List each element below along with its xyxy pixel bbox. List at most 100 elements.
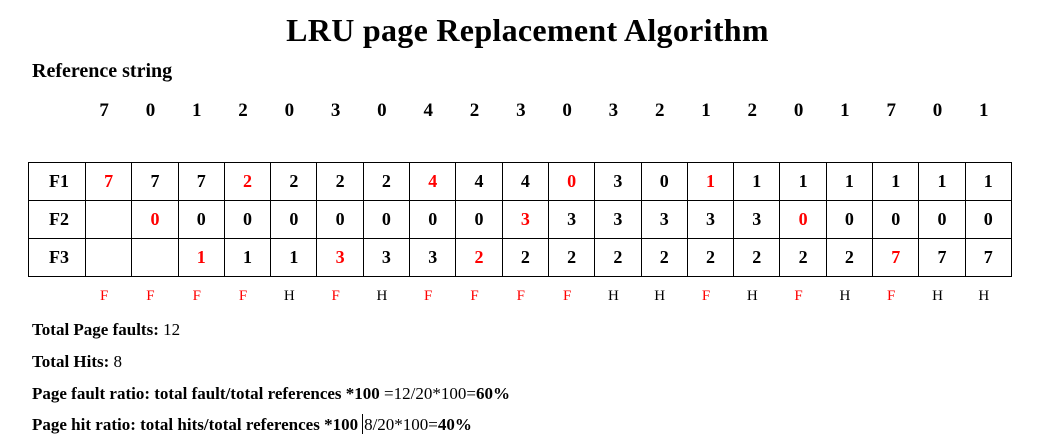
frame-cell: 7 [84, 162, 133, 201]
reference-value: 2 [654, 100, 665, 121]
hit-marker: H [607, 288, 619, 304]
hit-marker: H [283, 288, 295, 304]
reference-value: 0 [284, 100, 295, 121]
frame-cell: 1 [779, 162, 827, 201]
total-faults-value: 12 [163, 320, 181, 339]
reference-value: 2 [469, 100, 480, 121]
text-cursor [362, 414, 364, 434]
hit-marker: H [654, 288, 666, 304]
frame-cell: 0 [177, 200, 225, 239]
reference-value: 3 [330, 100, 341, 121]
frame-cell: 0 [547, 162, 596, 201]
frame-cell: 2 [547, 238, 596, 277]
frame-cell: 3 [640, 200, 688, 239]
reference-value: 1 [701, 100, 711, 121]
reference-value: 7 [886, 100, 896, 121]
reference-value: 1 [191, 100, 202, 121]
fault-marker: F [99, 288, 109, 304]
reference-value: 2 [747, 100, 758, 121]
frame-cell: 3 [362, 238, 411, 277]
frame-cell: 0 [964, 200, 1012, 239]
reference-value: 0 [562, 100, 572, 121]
total-hits-value: 8 [113, 352, 123, 371]
frame-row: F2 0 0 0 0 0 0 0 0 3 3 3 3 3 3 0 0 0 0 0 [28, 200, 1012, 239]
frame-cell: 7 [918, 238, 966, 277]
frame-cell: 0 [918, 200, 966, 239]
frame-cell: 0 [455, 200, 503, 239]
reference-value: 2 [238, 100, 248, 121]
frame-cell: 3 [409, 238, 457, 277]
frame-label: F3 [28, 238, 86, 277]
reference-value: 1 [840, 100, 850, 121]
frame-cell: 2 [640, 238, 688, 277]
hit-marker: H [839, 288, 851, 304]
frame-label: F2 [28, 200, 86, 239]
frame-cell: 0 [409, 200, 457, 239]
hit-ratio-calc: 8/20*100= [364, 415, 438, 434]
frame-cell: 0 [131, 200, 179, 239]
frame-cell: 1 [825, 162, 874, 201]
frame-row: F1 7 7 7 2 2 2 2 4 4 4 0 3 0 1 1 1 1 1 1 1 [28, 162, 1012, 201]
frame-cell: 2 [223, 162, 272, 201]
hit-marker: H [932, 288, 943, 304]
frame-cell: 0 [640, 162, 688, 201]
fault-marker: F [516, 288, 525, 304]
hit-marker: H [978, 288, 990, 304]
fault-ratio-result: 60% [475, 384, 510, 403]
fault-marker: F [562, 288, 572, 304]
reference-value: 0 [145, 100, 156, 121]
frame-cell: 2 [362, 162, 411, 201]
reference-value: 3 [516, 100, 526, 121]
fault-marker: F [887, 288, 896, 304]
frame-cell: 2 [501, 238, 549, 277]
frame-cell [84, 238, 133, 277]
fault-marker: F [238, 288, 248, 304]
frame-cell: 3 [501, 200, 549, 239]
frame-cell: 0 [825, 200, 874, 239]
frame-cell: 4 [455, 162, 503, 201]
reference-value: 4 [423, 100, 433, 121]
frame-cell: 7 [964, 238, 1012, 277]
page-title: LRU page Replacement Algorithm [286, 12, 769, 48]
frame-cell: 2 [455, 238, 503, 277]
reference-value: 0 [377, 100, 387, 121]
frame-cell: 7 [177, 162, 225, 201]
frame-cell: 0 [270, 200, 318, 239]
frame-cell: 0 [316, 200, 364, 239]
frame-cell: 0 [872, 200, 920, 239]
frame-cell: 3 [594, 162, 642, 201]
total-faults-line: Total Page faults: 12 [32, 320, 180, 340]
frame-cell: 3 [733, 200, 781, 239]
total-faults-label: Total Page faults: [32, 320, 159, 339]
frame-cell: 3 [547, 200, 596, 239]
frame-row: F3 1 1 1 3 3 3 2 2 2 2 2 2 2 2 2 7 7 7 [28, 238, 1012, 277]
fault-marker: F [424, 288, 433, 304]
frame-cell: 1 [918, 162, 966, 201]
frame-cell: 2 [779, 238, 827, 277]
frame-cell: 3 [594, 200, 642, 239]
frame-cell: 0 [223, 200, 272, 239]
frame-cell: 1 [270, 238, 318, 277]
hit-ratio-line: Page hit ratio: total hits/total referen… [32, 414, 472, 435]
fault-marker: F [701, 288, 711, 304]
reference-value: 1 [979, 100, 989, 121]
frame-cell: 4 [501, 162, 549, 201]
frame-cell: 0 [362, 200, 411, 239]
frame-cell: 1 [223, 238, 272, 277]
reference-string-label: Reference string [32, 60, 173, 82]
frame-cell: 3 [316, 238, 364, 277]
hit-ratio-label: Page hit ratio: total hits/total referen… [32, 415, 359, 434]
frame-cell: 2 [594, 238, 642, 277]
frame-cell: 4 [409, 162, 457, 201]
frame-cell: 2 [316, 162, 364, 201]
frame-cell: 1 [733, 162, 781, 201]
hit-marker: H [376, 288, 388, 304]
fault-marker: F [192, 288, 201, 304]
frame-cell: 0 [779, 200, 827, 239]
frame-cell [84, 200, 133, 239]
frame-cell: 2 [825, 238, 874, 277]
frame-cell: 2 [733, 238, 781, 277]
frame-cell: 7 [131, 162, 179, 201]
frame-table: F1 7 7 7 2 2 2 2 4 4 4 0 3 0 1 1 1 1 1 1 1 F2 0 0 0 0 0 0 0 0 3 3 3 3 3 3 0 0… [28, 162, 1012, 277]
frame-cell: 2 [270, 162, 318, 201]
